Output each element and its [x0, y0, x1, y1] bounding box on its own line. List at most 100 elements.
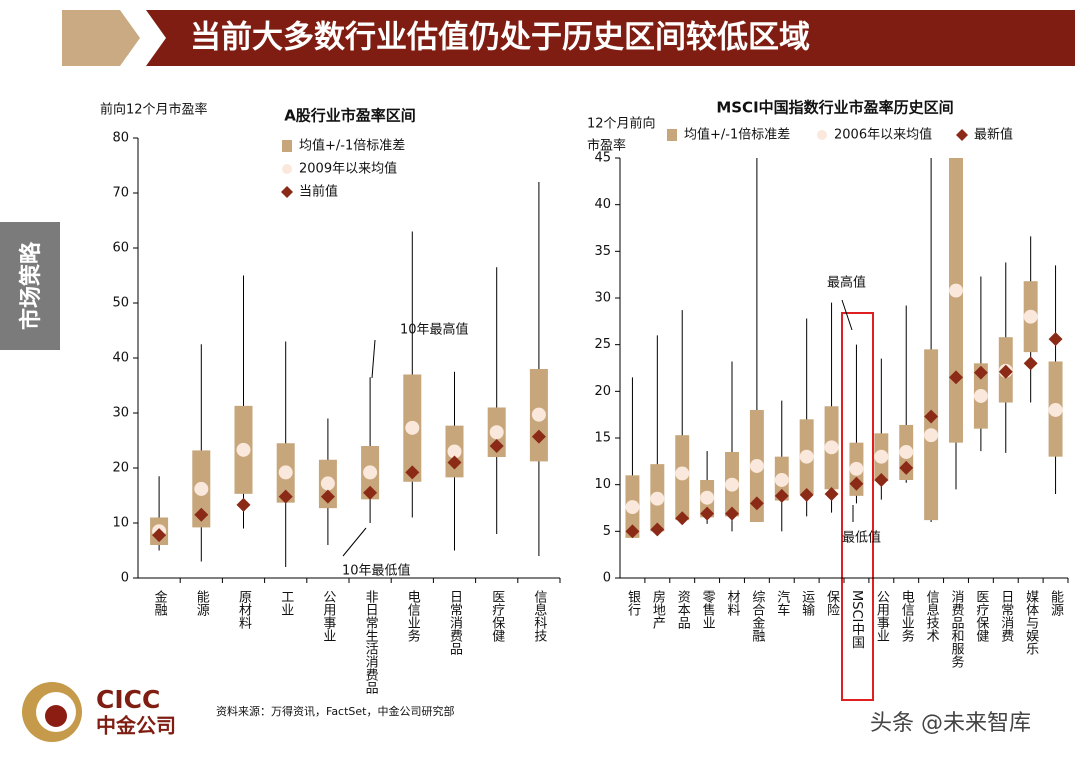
mean-dot [799, 449, 814, 464]
mean-dot [749, 459, 764, 473]
current-diamond [236, 497, 251, 512]
current-diamond [799, 487, 814, 502]
mean-dot [774, 473, 789, 487]
current-diamond [924, 409, 939, 424]
annotation-arrow [342, 527, 367, 557]
current-diamond [899, 460, 914, 475]
x-tick-label: 消费品和服务 [949, 590, 965, 668]
current-diamond [531, 429, 546, 444]
sd-band [949, 158, 963, 443]
current-diamond [849, 476, 864, 491]
mean-dot [405, 420, 420, 435]
x-tick-label: 资本品 [675, 590, 691, 629]
annotation: 10年最高值 [400, 322, 469, 338]
y-tick-label: 30 [594, 291, 611, 306]
x-tick-label: 材料 [725, 590, 741, 616]
legend-label: 当前值 [299, 184, 338, 200]
watermark: 头条 @未来智库 [870, 711, 1031, 736]
annotation-arrow [841, 299, 853, 331]
x-tick-label: 电信业务 [899, 590, 915, 642]
header-accent [62, 10, 140, 66]
logo-name: CICC [96, 685, 160, 714]
x-tick-label: 日常消费 [998, 590, 1014, 642]
mean-dot [874, 449, 889, 464]
source-note: 资料来源：万得资讯，FactSet，中金公司研究部 [216, 704, 454, 718]
header-band [146, 10, 1075, 66]
mean-dot [824, 440, 839, 455]
mean-dot [675, 466, 690, 481]
header-title: 当前大多数行业估值仍处于历史区间较低区域 [190, 20, 810, 56]
y-tick-label: 50 [112, 296, 129, 311]
mean-dot [489, 425, 504, 440]
x-tick-label: 房地产 [650, 589, 666, 630]
mean-dot [899, 445, 914, 459]
mean-dot [363, 465, 378, 480]
current-diamond [405, 465, 420, 480]
legend-label: 均值+/-1倍标准差 [684, 127, 790, 143]
mean-dot [531, 407, 546, 422]
y-tick-label: 60 [112, 241, 129, 256]
highlight-box [841, 312, 874, 701]
mean-dot [973, 389, 988, 403]
legend-swatch [282, 164, 292, 174]
current-diamond [998, 364, 1013, 379]
y-tick-label: 0 [603, 571, 611, 586]
y-axis-label: 12个月前向 [587, 116, 656, 132]
x-tick-label: 电信业务 [405, 590, 421, 642]
x-tick-label: 汽车 [774, 590, 790, 616]
x-tick-label: 零售业 [700, 590, 716, 629]
y-tick-label: 0 [121, 571, 129, 586]
annotation: 最低值 [842, 530, 881, 546]
x-tick-label: 保险 [824, 590, 840, 616]
x-tick-label: 公用事业 [874, 590, 890, 642]
current-diamond [489, 439, 504, 453]
y-tick-label: 40 [594, 197, 611, 212]
x-tick-label: 工业 [278, 590, 294, 616]
current-diamond [320, 489, 335, 504]
current-diamond [278, 489, 293, 504]
current-diamond [152, 528, 167, 543]
y-tick-label: 20 [594, 384, 611, 399]
current-diamond [447, 455, 462, 470]
y-tick-label: 40 [112, 351, 129, 366]
current-diamond [725, 506, 739, 521]
legend-label: 2006年以来均值 [834, 127, 932, 143]
mean-dot [849, 461, 864, 476]
x-tick-label: 日常消费品 [447, 590, 463, 655]
y-tick-label: 35 [594, 244, 611, 259]
mean-dot [625, 500, 640, 515]
x-tick-label: MSCI中国 [849, 590, 864, 649]
y-tick-label: 5 [603, 524, 611, 539]
current-diamond [363, 485, 378, 500]
mean-dot [236, 442, 251, 457]
y-tick-label: 80 [112, 131, 129, 146]
chart-title: A股行业市盈率区间 [284, 107, 416, 125]
x-tick-label: 媒体与娱乐 [1023, 590, 1039, 655]
current-diamond [675, 511, 690, 526]
current-diamond [1023, 356, 1038, 371]
x-tick-label: 信息科技 [531, 590, 547, 642]
annotation: 最高值 [827, 275, 866, 291]
plot-area [625, 158, 1063, 539]
mean-dot [650, 491, 665, 506]
legend-swatch [281, 186, 293, 198]
legend-label: 2009年以来均值 [299, 161, 397, 177]
logo-mark [45, 705, 67, 727]
legend-swatch [956, 129, 968, 141]
x-tick-label: 原材料 [236, 590, 252, 629]
x-tick-label: 医疗保健 [489, 590, 505, 643]
x-tick-label: 公用事业 [320, 590, 336, 642]
plot-area [150, 182, 548, 567]
x-tick-label: 银行 [625, 590, 641, 617]
current-diamond [874, 473, 889, 487]
sidebar-tab [0, 222, 60, 350]
x-tick-label: 金融 [152, 589, 168, 616]
mean-dot [700, 490, 715, 505]
current-diamond [749, 496, 764, 511]
annotation: 10年最低值 [342, 563, 411, 579]
x-tick-label: 运输 [799, 590, 815, 616]
mean-dot [320, 476, 335, 491]
x-tick-label: 信息技术 [924, 590, 940, 642]
y-tick-label: 30 [112, 406, 129, 421]
legend-swatch [817, 130, 827, 140]
